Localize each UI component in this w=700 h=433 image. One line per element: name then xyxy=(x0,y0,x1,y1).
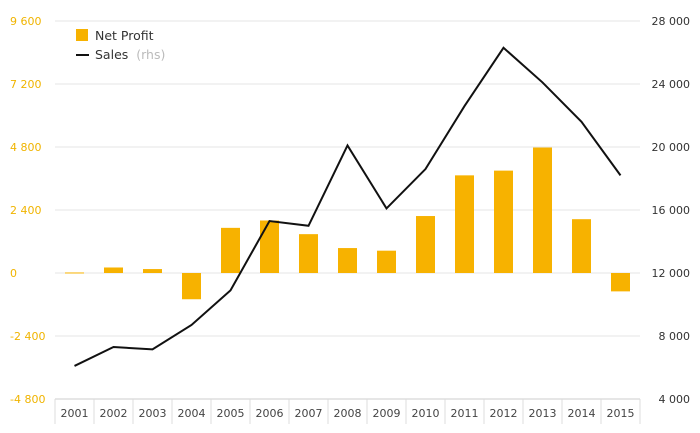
right-tick-label: 16 000 xyxy=(652,204,691,217)
legend-label-sales-name: Sales xyxy=(95,47,128,62)
legend-label-net-profit: Net Profit xyxy=(95,28,154,43)
net-profit-bar xyxy=(104,267,123,273)
net-profit-bar xyxy=(533,147,552,273)
x-tick-label: 2004 xyxy=(178,407,206,420)
net-profit-bar xyxy=(143,269,162,273)
x-tick-label: 2012 xyxy=(490,407,518,420)
net-profit-bar xyxy=(338,248,357,273)
net-profit-bar xyxy=(455,175,474,273)
net-profit-bar xyxy=(299,234,318,273)
sales-line xyxy=(74,46,622,367)
legend-label-sales-suffix: (rhs) xyxy=(136,47,165,62)
right-tick-label: 24 000 xyxy=(652,78,691,91)
left-tick-label: -4 800 xyxy=(10,393,45,406)
left-tick-label: -2 400 xyxy=(10,330,45,343)
x-tick-label: 2011 xyxy=(451,407,479,420)
net-profit-bars xyxy=(65,147,630,300)
x-tick-label: 2010 xyxy=(412,407,440,420)
right-axis: 4 000 8 000 12 000 16 000 20 000 24 000 28 000 xyxy=(652,15,691,406)
net-profit-bar xyxy=(611,273,630,292)
x-tick-label: 2005 xyxy=(217,407,245,420)
x-axis: 2001 2002 2003 2004 2005 2006 2007 2008 2009 2010… xyxy=(54,398,641,424)
left-tick-label: 4 800 xyxy=(10,141,42,154)
net-profit-bar xyxy=(65,272,84,274)
net-profit-bar xyxy=(416,216,435,273)
legend-swatch-net-profit xyxy=(76,29,88,41)
net-profit-bar xyxy=(377,250,396,273)
x-tick-label: 2008 xyxy=(334,407,362,420)
x-tick-label: 2003 xyxy=(139,407,167,420)
net-profit-bar xyxy=(494,170,513,273)
right-tick-label: 4 000 xyxy=(659,393,691,406)
net-profit-bar xyxy=(260,220,279,273)
right-tick-label: 12 000 xyxy=(652,267,691,280)
right-tick-label: 28 000 xyxy=(652,15,691,28)
left-tick-label: 9 600 xyxy=(10,15,42,28)
x-tick-label: 2013 xyxy=(529,407,557,420)
net-profit-bar xyxy=(572,219,591,273)
x-tick-label: 2009 xyxy=(373,407,401,420)
x-tick-label: 2014 xyxy=(568,407,596,420)
x-tick-label: 2006 xyxy=(256,407,284,420)
legend: Net Profit Sales (rhs) xyxy=(76,28,165,62)
sales-line-series xyxy=(74,46,622,367)
x-tick-label: 2002 xyxy=(100,407,128,420)
right-tick-label: 8 000 xyxy=(659,330,691,343)
x-tick-label: 2007 xyxy=(295,407,323,420)
x-tick-label: 2015 xyxy=(607,407,635,420)
gridlines xyxy=(55,20,640,400)
left-tick-label: 7 200 xyxy=(10,78,42,91)
x-tick-label: 2001 xyxy=(61,407,89,420)
net-profit-bar xyxy=(182,273,201,300)
net-profit-bar xyxy=(221,227,240,273)
left-tick-label: 2 400 xyxy=(10,204,42,217)
left-axis: -4 800 -2 400 0 2 400 4 800 7 200 9 600 xyxy=(10,15,45,406)
right-tick-label: 20 000 xyxy=(652,141,691,154)
left-tick-label: 0 xyxy=(10,267,17,280)
legend-label-sales: Sales (rhs) xyxy=(95,47,165,62)
